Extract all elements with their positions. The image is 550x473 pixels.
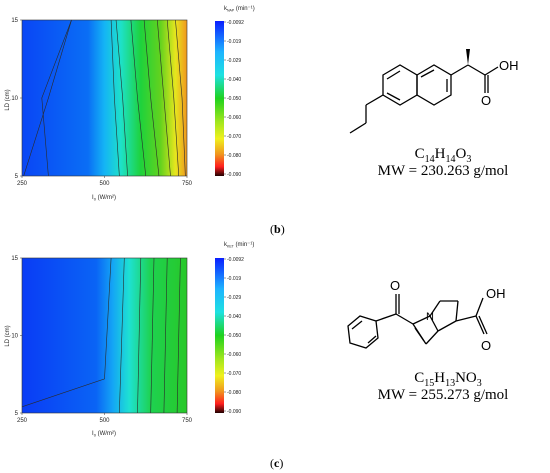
colorbar-tick-label: -0.0092 — [227, 20, 244, 26]
colorbar-tick-label: -0.050 — [227, 96, 241, 102]
colorbar-title-c: kKET (min⁻¹) — [224, 242, 254, 249]
panel-label-c: (c) — [270, 456, 284, 470]
x-axis-title-c: I0 (W/m²) — [92, 431, 116, 438]
svg-text:.: . — [360, 121, 364, 136]
ketorolac-acid-o-label: O — [481, 338, 491, 353]
contour-line — [119, 257, 125, 414]
colorbar-tick-label: -0.090 — [227, 409, 241, 415]
y-tick-label: 15 — [11, 256, 18, 262]
colorbar-tick-label: -0.050 — [227, 333, 241, 339]
x-tick-label: 250 — [17, 418, 28, 424]
colorbar-b: kNAP (min⁻¹) -0.0092 -0.019 -0.029 -0.040 -0… — [215, 6, 255, 178]
y-tick-label: 10 — [11, 334, 18, 340]
ketorolac-structure: O N OH O — [347, 278, 506, 353]
colorbar-tick-label: -0.070 — [227, 134, 241, 140]
colorbar-gradient-b — [215, 21, 224, 176]
plot-area-c — [22, 258, 187, 413]
colorbar-tick-label: -0.070 — [227, 371, 241, 377]
contour-line — [137, 257, 142, 414]
y-tick-label: 10 — [11, 96, 18, 102]
colorbar-tick-label: -0.029 — [227, 58, 241, 64]
contour-line — [143, 19, 160, 177]
molecular-weight-c: MW = 255.273 g/mol — [377, 387, 509, 403]
colorbar-tick-label: -0.040 — [227, 77, 241, 83]
y-tick-label: 5 — [15, 174, 19, 180]
colorbar-tick-label: -0.040 — [227, 314, 241, 320]
contour-line — [150, 257, 155, 414]
contour-line — [163, 257, 168, 414]
x-tick-label: 250 — [17, 181, 28, 187]
contour-line — [176, 257, 181, 414]
contour-line — [115, 19, 128, 177]
y-axis-title-c: LD (cm) — [5, 325, 11, 346]
colorbar-tick-label: -0.029 — [227, 295, 241, 301]
ketorolac-ketone-o-label: O — [390, 278, 400, 293]
ketorolac-oh-label: OH — [486, 286, 506, 301]
colorbar-tick-label: -0.090 — [227, 172, 241, 178]
colorbar-tick-label: -0.080 — [227, 153, 241, 159]
plot-area-b — [22, 20, 187, 176]
colorbar-title-b: kNAP (min⁻¹) — [224, 6, 255, 13]
colorbar-tick-label: -0.060 — [227, 352, 241, 358]
contour-line — [130, 19, 147, 177]
x-tick-label: 500 — [99, 181, 110, 187]
contour-line — [110, 19, 120, 177]
contour-line — [166, 19, 180, 177]
colorbar-tick-label: -0.0092 — [227, 257, 244, 263]
panel-b: 250 500 750 5 10 15 LD (cm) I0 (W/m²) kNAP (… — [0, 0, 550, 236]
colorbar-tick-label: -0.060 — [227, 115, 241, 121]
panel-c: 250 500 750 5 10 15 LD (cm) I0 (W/m²) kKET (… — [0, 236, 550, 472]
colorbar-gradient-c — [215, 258, 224, 413]
contour-line — [175, 19, 186, 177]
naproxen-oh-label: OH — [499, 58, 519, 73]
contour-plot-c: 250 500 750 5 10 15 LD (cm) I0 (W/m²) — [5, 256, 193, 438]
molecular-weight-b: MW = 230.263 g/mol — [377, 163, 509, 179]
formula-c: C15H13NO3 — [414, 370, 482, 389]
x-tick-label: 750 — [182, 181, 193, 187]
contour-line — [157, 19, 171, 177]
y-tick-label: 5 — [15, 411, 19, 417]
formula-b: C14H14O3 — [414, 146, 472, 165]
y-tick-label: 15 — [11, 18, 18, 24]
colorbar-c: kKET (min⁻¹) -0.0092 -0.019 -0.029 -0.040 -0… — [215, 242, 254, 415]
contour-lines-c — [21, 257, 181, 414]
ketorolac-n-label: N — [426, 311, 434, 323]
x-tick-label: 500 — [99, 418, 110, 424]
colorbar-tick-label: -0.080 — [227, 390, 241, 396]
contour-plot-b: 250 500 750 5 10 15 LD (cm) I0 (W/m²) — [5, 18, 193, 202]
colorbar-tick-label: -0.019 — [227, 39, 241, 45]
contour-line — [21, 257, 112, 408]
naproxen-o-label: O — [481, 93, 491, 108]
contour-line — [41, 19, 72, 177]
contour-lines-b — [23, 19, 186, 177]
contour-line — [23, 19, 72, 177]
x-tick-label: 750 — [182, 418, 193, 424]
y-axis-title-b: LD (cm) — [5, 89, 11, 110]
naproxen-structure: OH O . — [349, 49, 519, 136]
panel-label-b: (b) — [270, 222, 285, 236]
colorbar-tick-label: -0.019 — [227, 276, 241, 282]
x-axis-title-b: I0 (W/m²) — [92, 195, 116, 202]
